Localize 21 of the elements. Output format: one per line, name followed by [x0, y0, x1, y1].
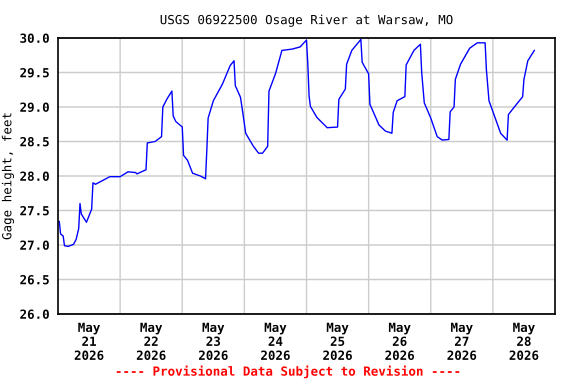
line-series [58, 38, 535, 248]
y-tick-label: 29.0 [20, 102, 49, 112]
y-axis-title: Gage height, feet [2, 113, 14, 240]
y-tick-label: 30.0 [20, 33, 49, 43]
y-tick-label: 27.0 [20, 240, 49, 250]
x-tick-label: May 25 2026 [323, 322, 352, 360]
y-tick-label: 26.5 [20, 274, 49, 284]
text: ---- Provisional Data Subject to Revision ---- [116, 365, 460, 378]
x-tick-label: May 21 2026 [74, 322, 104, 360]
x-tick-label: May 28 2026 [510, 322, 538, 360]
x-tick-label: May 27 2026 [447, 322, 476, 360]
x-tick-label: May 23 2026 [198, 322, 228, 360]
x-tick-label: May 24 2026 [261, 322, 290, 360]
x-tick-label: May 22 2026 [136, 322, 166, 360]
y-tick-label: 28.5 [20, 136, 49, 146]
chart-title: USGS 06922500 Osage River at Warsaw, MO [160, 14, 453, 27]
x-tick-label: May 26 2026 [385, 322, 414, 360]
y-tick-label: 28.0 [20, 171, 49, 181]
y-tick-label: 26.0 [20, 309, 49, 319]
y-tick-label: 27.5 [20, 206, 49, 216]
y-tick-label: 29.5 [20, 68, 49, 78]
